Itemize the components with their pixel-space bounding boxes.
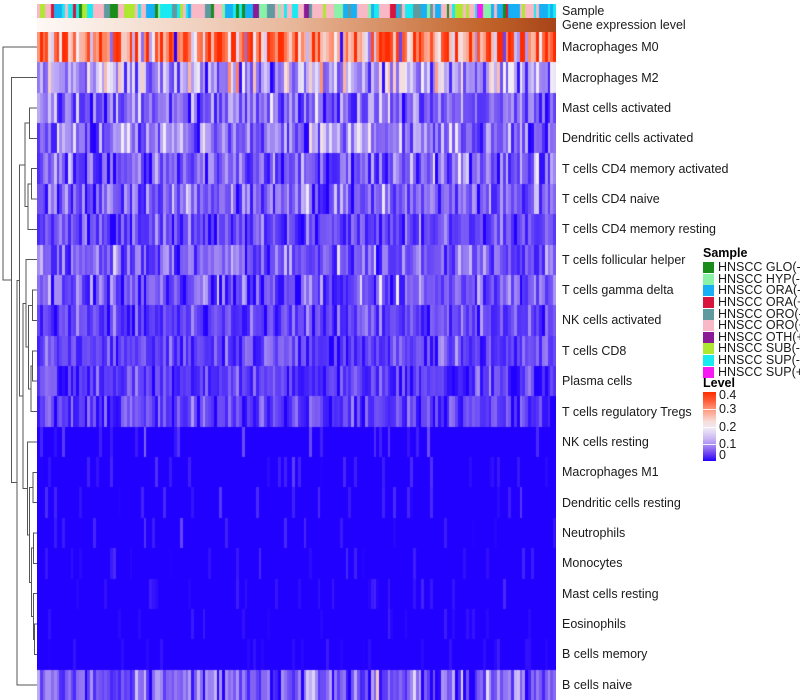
level-tick-3: 0.1 bbox=[719, 436, 737, 451]
sample-legend-item-0: HNSCC GLO(-) bbox=[703, 260, 800, 275]
level-legend: Level 0.4 0.3 0.2 0.1 0 bbox=[703, 376, 800, 461]
sample-annotation-canvas bbox=[37, 4, 556, 18]
level-tick-dash-3 bbox=[703, 443, 716, 445]
row-label-10: T cells CD8 bbox=[562, 343, 627, 358]
sample-legend-label-2: HNSCC ORA(-) bbox=[718, 283, 800, 298]
sample-legend: Sample HNSCC GLO(-) HNSCC HYP(-) HNSCC ORA… bbox=[703, 246, 800, 378]
sample-legend-item-8: HNSCC SUP(-) bbox=[703, 353, 800, 368]
row-label-4: T cells CD4 memory activated bbox=[562, 161, 729, 176]
row-label-15: Dendritic cells resting bbox=[562, 495, 681, 510]
row-label-5: T cells CD4 naive bbox=[562, 192, 660, 206]
level-tick-4: 0 bbox=[719, 448, 726, 462]
sample-legend-item-5: HNSCC ORO(+) bbox=[703, 318, 800, 333]
sample-legend-label-4: HNSCC ORO(-) bbox=[718, 306, 800, 321]
row-label-21: B cells naive bbox=[562, 677, 633, 692]
sample-legend-label-9: HNSCC SUP(+) bbox=[718, 364, 800, 379]
sample-legend-item-1: HNSCC HYP(-) bbox=[703, 271, 800, 286]
row-dendrogram bbox=[2, 46, 37, 686]
sample-legend-item-9: HNSCC SUP(+) bbox=[703, 364, 800, 379]
sample-legend-title: Sample bbox=[703, 246, 748, 260]
row-label-2: Mast cells activated bbox=[562, 100, 672, 115]
row-label-3: Dendritic cells activated bbox=[562, 131, 694, 146]
level-tick-labels: 0.4 0.3 0.2 0.1 0 bbox=[703, 388, 779, 462]
row-label-11: Plasma cells bbox=[562, 374, 633, 389]
row-label-13: NK cells resting bbox=[562, 434, 649, 449]
sample-legend-swatch-0 bbox=[703, 262, 714, 274]
sample-legend-swatch-9 bbox=[703, 366, 714, 378]
sample-legend-label-8: HNSCC SUP(-) bbox=[718, 353, 800, 368]
level-tick-dash-2 bbox=[703, 426, 716, 428]
row-label-12: T cells regulatory Tregs bbox=[562, 404, 692, 419]
sample-legend-label-3: HNSCC ORA(+) bbox=[718, 295, 800, 310]
sample-legend-swatch-7 bbox=[703, 343, 714, 355]
row-label-column: Macrophages M0 Macrophages M2 Mast cells a… bbox=[562, 32, 737, 700]
sample-legend-swatch-5 bbox=[703, 320, 714, 332]
level-legend-title: Level bbox=[703, 376, 735, 390]
sample-legend-label-7: HNSCC SUB(-) bbox=[718, 341, 800, 356]
row-label-0: Macrophages M0 bbox=[562, 40, 659, 55]
row-label-14: Macrophages M1 bbox=[562, 465, 659, 480]
row-label-19: Eosinophils bbox=[562, 617, 626, 632]
gene-expression-annotation-bar bbox=[37, 18, 556, 32]
sample-legend-label-6: HNSCC OTH(+) bbox=[718, 329, 800, 344]
heatmap-body bbox=[37, 32, 556, 700]
gene-expression-annotation-label: Gene expression level bbox=[562, 18, 686, 32]
sample-annotation-bar bbox=[37, 4, 556, 18]
level-tick-0: 0.4 bbox=[719, 388, 737, 402]
sample-legend-swatch-3 bbox=[703, 297, 714, 309]
sample-legend-swatch-8 bbox=[703, 355, 714, 367]
sample-legend-label-1: HNSCC HYP(-) bbox=[718, 271, 800, 286]
level-tick-dash-1 bbox=[703, 409, 716, 411]
row-label-7: T cells follicular helper bbox=[562, 252, 686, 267]
sample-legend-item-2: HNSCC ORA(-) bbox=[703, 283, 800, 298]
sample-legend-swatch-6 bbox=[703, 331, 714, 343]
level-tick-1: 0.3 bbox=[719, 402, 737, 417]
row-label-6: T cells CD4 memory resting bbox=[562, 222, 716, 237]
sample-legend-swatch-4 bbox=[703, 308, 714, 320]
sample-annotation-label: Sample bbox=[562, 4, 605, 18]
row-label-9: NK cells activated bbox=[562, 313, 662, 328]
sample-legend-item-3: HNSCC ORA(+) bbox=[703, 295, 800, 310]
sample-legend-item-7: HNSCC SUB(-) bbox=[703, 341, 800, 356]
sample-legend-swatch-2 bbox=[703, 285, 714, 297]
sample-legend-label-0: HNSCC GLO(-) bbox=[718, 260, 800, 275]
gene-expression-canvas bbox=[37, 18, 556, 32]
level-tick-2: 0.2 bbox=[719, 419, 737, 434]
sample-legend-swatch-1 bbox=[703, 273, 714, 285]
sample-legend-item-4: HNSCC ORO(-) bbox=[703, 306, 800, 321]
dendrogram-links bbox=[2, 46, 37, 686]
row-label-17: Monocytes bbox=[562, 556, 623, 571]
row-label-1: Macrophages M2 bbox=[562, 70, 659, 85]
row-label-8: T cells gamma delta bbox=[562, 283, 674, 298]
sample-legend-label-5: HNSCC ORO(+) bbox=[718, 318, 800, 333]
row-label-20: B cells memory bbox=[562, 647, 648, 662]
row-label-18: Mast cells resting bbox=[562, 586, 659, 601]
heatmap-canvas bbox=[37, 32, 556, 700]
sample-legend-item-6: HNSCC OTH(+) bbox=[703, 329, 800, 344]
row-label-16: Neutrophils bbox=[562, 526, 626, 540]
